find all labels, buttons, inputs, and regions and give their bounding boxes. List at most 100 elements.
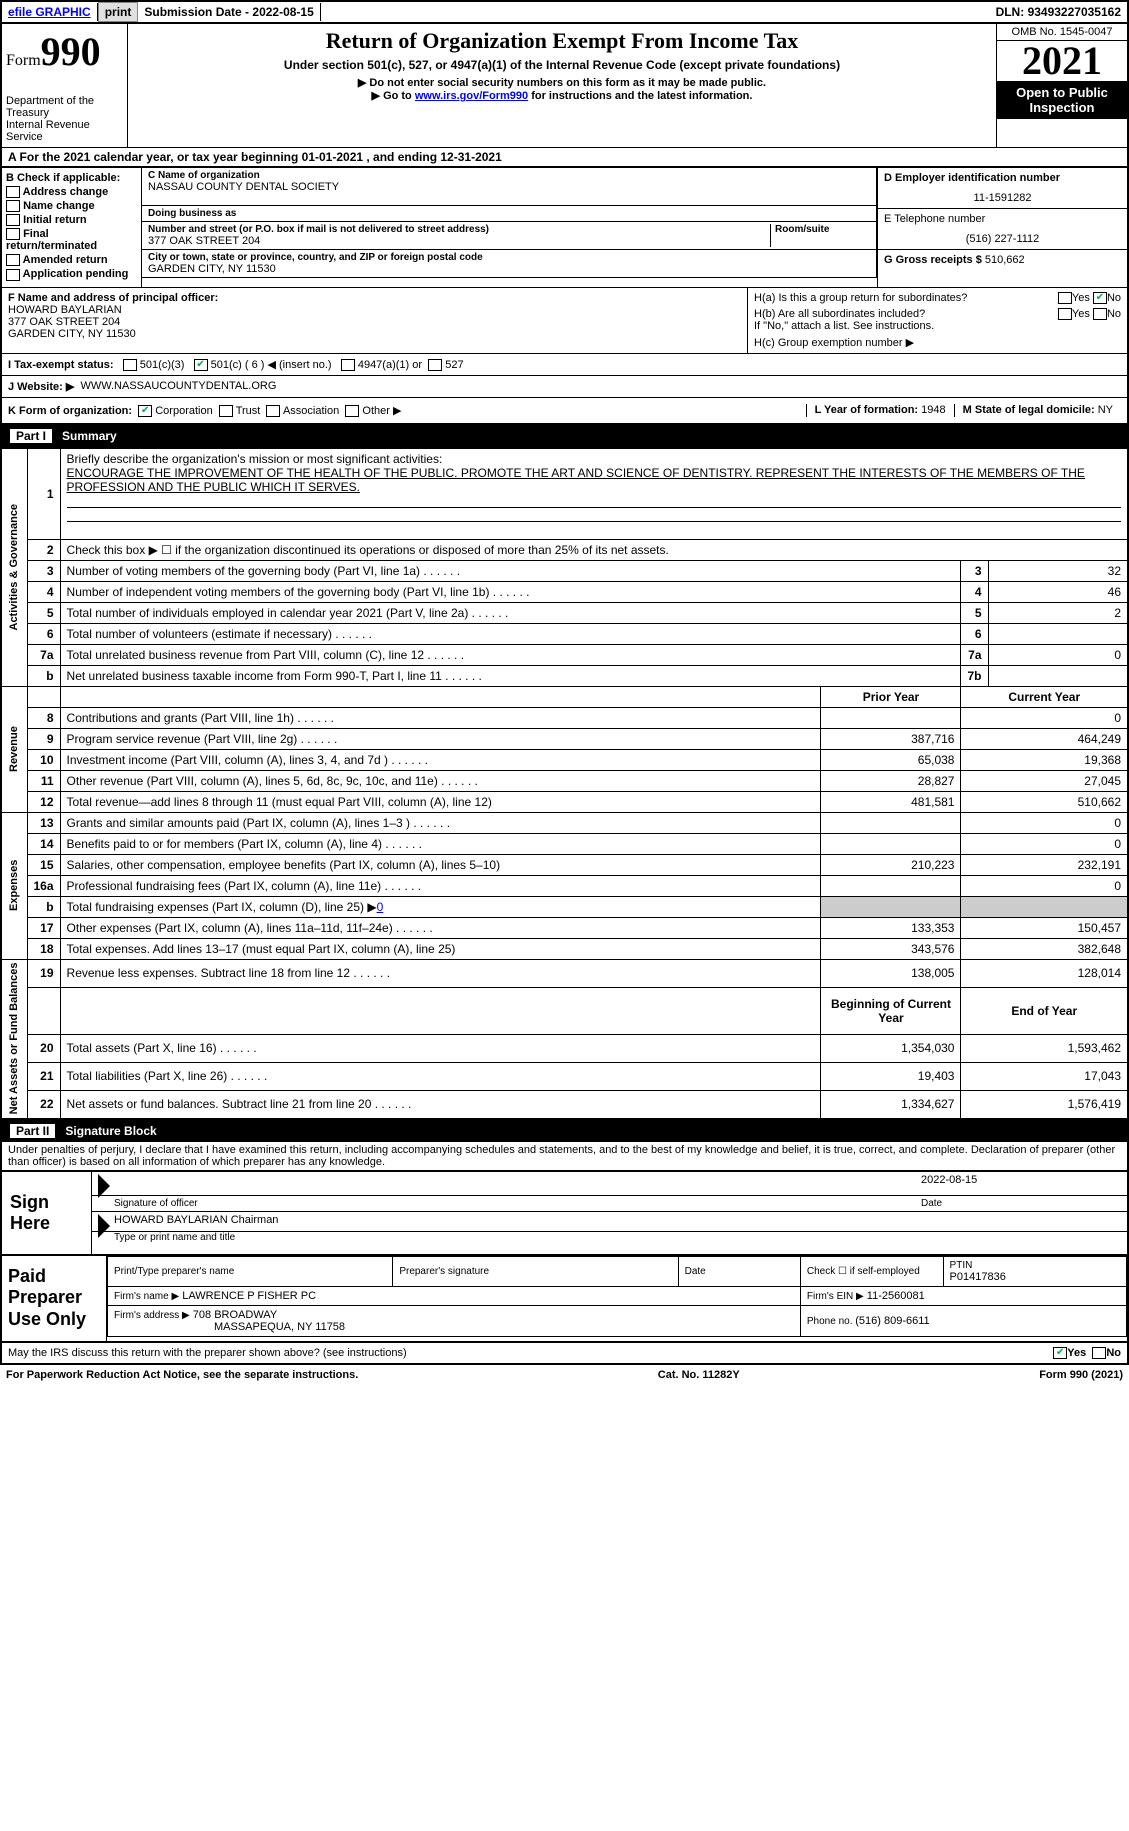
part1-header: Part I Summary	[0, 425, 1129, 447]
discuss-row: May the IRS discuss this return with the…	[0, 1343, 1129, 1365]
end-hdr: End of Year	[961, 987, 1128, 1034]
current-hdr: Current Year	[961, 686, 1128, 707]
city-label: City or town, state or province, country…	[148, 252, 870, 263]
sign-date: 2022-08-15	[921, 1174, 1121, 1193]
dba-label: Doing business as	[148, 208, 870, 219]
col-f-officer: F Name and address of principal officer:…	[2, 288, 747, 353]
dept-treasury: Department of the Treasury	[6, 95, 123, 119]
line7b: Net unrelated business taxable income fr…	[60, 665, 961, 686]
signer-name: HOWARD BAYLARIAN Chairman	[114, 1214, 278, 1229]
summary-table: Activities & Governance 1 Briefly descri…	[0, 447, 1129, 1120]
open-inspection: Open to Public Inspection	[997, 81, 1127, 119]
col-h-group: H(a) Is this a group return for subordin…	[747, 288, 1127, 353]
c18: 382,648	[961, 938, 1128, 959]
tax-year: 2021	[997, 41, 1127, 81]
arrow-icon	[98, 1214, 110, 1238]
ein-box: D Employer identification number 11-1591…	[878, 168, 1127, 209]
pra-right: Form 990 (2021)	[1039, 1369, 1123, 1381]
sig-label: Signature of officer	[114, 1198, 198, 1209]
val7a: 0	[988, 644, 1128, 665]
efile-link[interactable]: efile GRAPHIC	[2, 3, 98, 21]
tel-value: (516) 227-1112	[884, 233, 1121, 245]
sub-date: 2022-08-15	[252, 5, 313, 19]
sign-block: Sign Here 2022-08-15 Signature of office…	[0, 1172, 1129, 1256]
part1-num: Part I	[10, 429, 52, 443]
c9: 464,249	[961, 728, 1128, 749]
side-netassets: Net Assets or Fund Balances	[1, 959, 27, 1118]
gross-box: G Gross receipts $ 510,662	[878, 250, 1127, 270]
phone-value: (516) 809-6611	[855, 1315, 929, 1327]
p22: 1,334,627	[821, 1090, 961, 1119]
irs-label: Internal Revenue Service	[6, 119, 123, 143]
dba-box: Doing business as	[141, 205, 877, 222]
hb-note: If "No," attach a list. See instructions…	[754, 320, 1121, 332]
submission-date: Submission Date - 2022-08-15	[138, 3, 320, 21]
sign-here-label: Sign Here	[2, 1172, 92, 1254]
officer-name: HOWARD BAYLARIAN	[8, 304, 122, 316]
tel-box: E Telephone number (516) 227-1112	[878, 209, 1127, 250]
chk-name[interactable]: Name change	[6, 200, 137, 212]
pra-left: For Paperwork Reduction Act Notice, see …	[6, 1369, 358, 1381]
beg-hdr: Beginning of Current Year	[821, 987, 961, 1034]
line7a: Total unrelated business revenue from Pa…	[60, 644, 961, 665]
p13	[821, 812, 961, 833]
c20: 1,593,462	[961, 1034, 1128, 1062]
form-subtitle: Under section 501(c), 527, or 4947(a)(1)…	[132, 58, 992, 72]
chk-initial[interactable]: Initial return	[6, 214, 137, 226]
c12: 510,662	[961, 791, 1128, 812]
date-label: Date	[921, 1198, 1121, 1209]
firm-ein: 11-2560081	[867, 1290, 925, 1302]
p17: 133,353	[821, 917, 961, 938]
mission-text: ENCOURAGE THE IMPROVEMENT OF THE HEALTH …	[67, 466, 1085, 494]
chk-pending[interactable]: Application pending	[6, 268, 137, 280]
c19: 128,014	[961, 959, 1128, 987]
penalties-text: Under penalties of perjury, I declare th…	[0, 1142, 1129, 1172]
line14: Benefits paid to or for members (Part IX…	[60, 833, 821, 854]
c22: 1,576,419	[961, 1090, 1128, 1119]
arrow-icon	[98, 1174, 110, 1198]
sub-label: Submission Date -	[144, 5, 252, 19]
line8: Contributions and grants (Part VIII, lin…	[60, 707, 821, 728]
firm-addr2: MASSAPEQUA, NY 11758	[214, 1321, 345, 1333]
org-name-label: C Name of organization	[148, 170, 870, 181]
p12: 481,581	[821, 791, 961, 812]
c16a: 0	[961, 875, 1128, 896]
fundraising-link[interactable]: 0	[377, 900, 384, 914]
prep-date-label: Date	[685, 1266, 794, 1277]
p19: 138,005	[821, 959, 961, 987]
ein-label: D Employer identification number	[884, 172, 1121, 184]
chk-final[interactable]: Final return/terminated	[6, 228, 137, 252]
c11: 27,045	[961, 770, 1128, 791]
paid-preparer-label: Paid Preparer Use Only	[2, 1256, 107, 1341]
row-j-website: J Website: ▶ WWW.NASSAUCOUNTYDENTAL.ORG	[0, 376, 1129, 398]
discuss-label: May the IRS discuss this return with the…	[8, 1347, 407, 1359]
addr-box: Number and street (or P.O. box if mail i…	[141, 221, 877, 250]
note-link: ▶ Go to www.irs.gov/Form990 for instruct…	[132, 89, 992, 102]
dln: DLN: 93493227035162	[990, 3, 1127, 21]
c13: 0	[961, 812, 1128, 833]
p14	[821, 833, 961, 854]
gross-value: 510,662	[985, 254, 1025, 266]
val3: 32	[988, 560, 1128, 581]
irs-link[interactable]: www.irs.gov/Form990	[415, 90, 528, 102]
firm-addr-label: Firm's address ▶	[114, 1310, 190, 1321]
p11: 28,827	[821, 770, 961, 791]
line4: Number of independent voting members of …	[60, 581, 961, 602]
c17: 150,457	[961, 917, 1128, 938]
header-left: Form990 Department of the Treasury Inter…	[2, 24, 127, 147]
chk-address[interactable]: Address change	[6, 186, 137, 198]
line1: Briefly describe the organization's miss…	[60, 448, 1128, 540]
row-i-status: I Tax-exempt status: 501(c)(3) 501(c) ( …	[0, 354, 1129, 376]
print-button[interactable]: print	[98, 2, 139, 22]
line13: Grants and similar amounts paid (Part IX…	[60, 812, 821, 833]
section-bcd: B Check if applicable: Address change Na…	[0, 168, 1129, 288]
addr-value: 377 OAK STREET 204	[148, 235, 770, 247]
col-b-title: B Check if applicable:	[6, 172, 137, 184]
org-name: NASSAU COUNTY DENTAL SOCIETY	[148, 181, 870, 193]
line18: Total expenses. Add lines 13–17 (must eq…	[60, 938, 821, 959]
header-mid: Return of Organization Exempt From Incom…	[127, 24, 997, 147]
chk-amended[interactable]: Amended return	[6, 254, 137, 266]
p15: 210,223	[821, 854, 961, 875]
c14: 0	[961, 833, 1128, 854]
officer-label: F Name and address of principal officer:	[8, 292, 218, 304]
